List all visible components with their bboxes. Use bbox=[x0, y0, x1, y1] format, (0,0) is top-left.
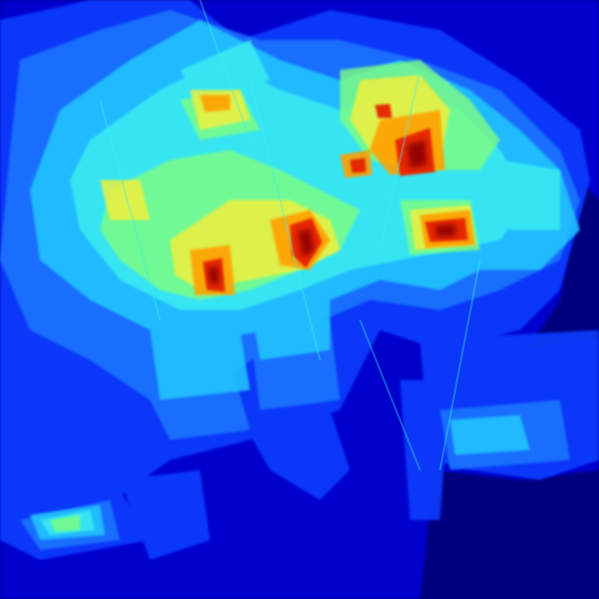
streak-layer bbox=[99, 0, 481, 471]
dark-red-layer bbox=[208, 140, 456, 284]
